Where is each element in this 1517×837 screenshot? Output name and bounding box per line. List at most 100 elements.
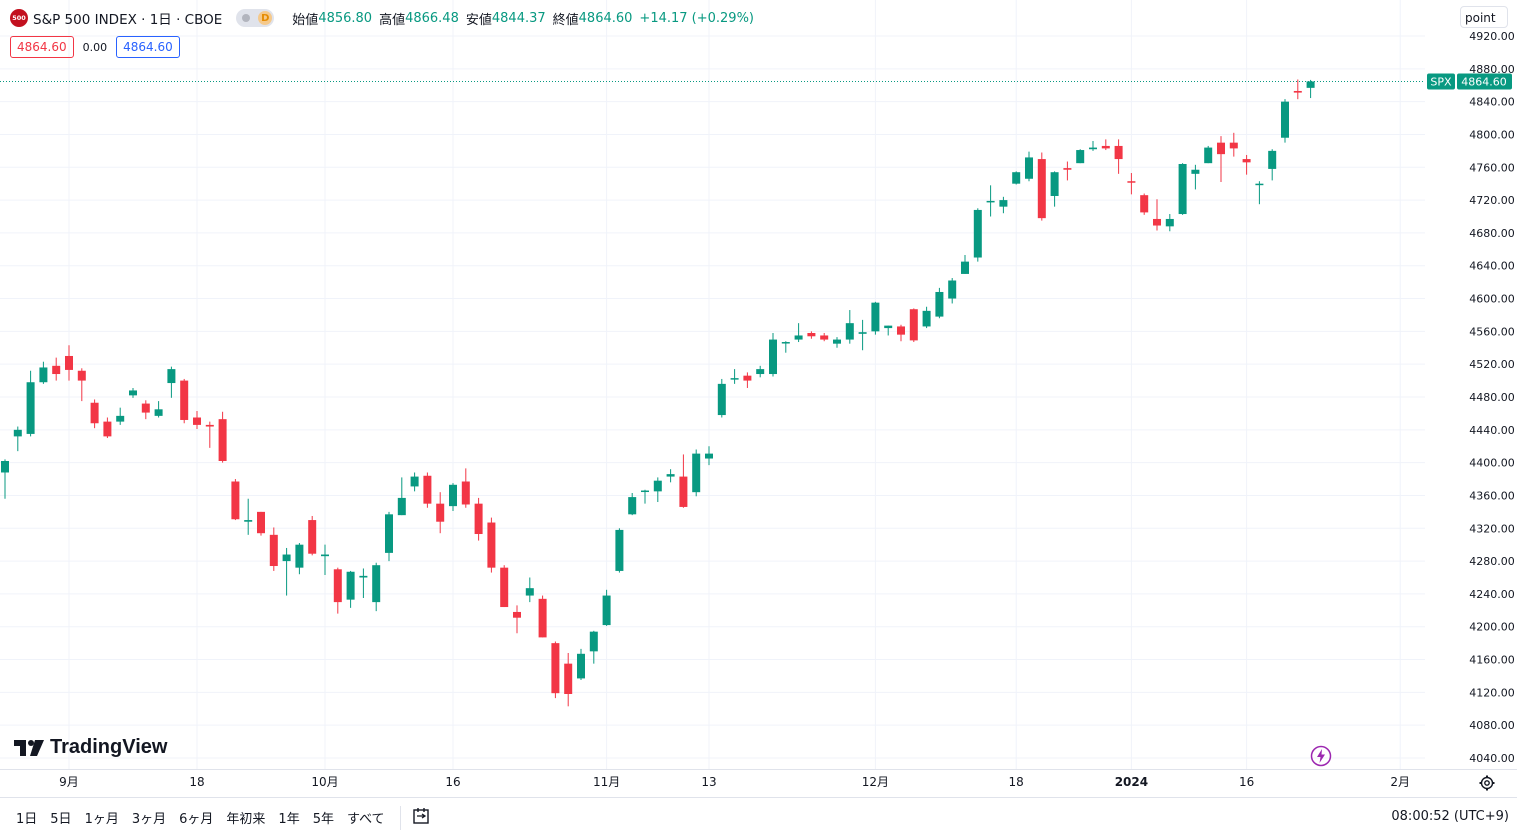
candle [103,417,112,439]
candle-body [653,480,662,492]
candle [961,255,969,274]
candle-body [717,383,726,416]
candle [1229,132,1238,157]
candle [116,407,125,425]
range-1d-button[interactable]: 1日 [16,812,38,827]
candle [1165,214,1174,232]
candle-body [26,382,35,434]
candle [231,479,240,521]
candle [487,517,496,573]
candle [1101,139,1110,151]
range-ytd-button[interactable]: 年初来 [226,812,266,827]
range-1y-button[interactable]: 1年 [278,812,300,827]
tradingview-logo-text: TradingView [50,736,168,758]
candle [692,449,701,497]
candle-body [756,369,765,375]
price-axis[interactable]: 4040.00 4080.00 4120.00 4160.00 4200.00 4240.… [1469,30,1515,765]
candle-body [103,421,112,437]
y-tick-label: 4920.00 [1469,30,1515,43]
candle [308,515,317,556]
y-tick-label: 4200.00 [1469,621,1515,634]
y-tick-label: 4160.00 [1469,654,1515,667]
range-3m-button[interactable]: 3ヶ月 [131,812,167,827]
candle [1127,173,1136,195]
candle [244,498,253,535]
candle-body [269,534,278,567]
candle [1063,161,1072,181]
range-5d-button[interactable]: 5日 [50,812,72,827]
x-tick-label: 16 [445,775,460,789]
candle-body [52,365,61,375]
y-tick-label: 4480.00 [1469,391,1515,404]
y-tick-label: 4880.00 [1469,63,1515,76]
range-5y-button[interactable]: 5年 [312,812,334,827]
range-all-button[interactable]: すべて [346,812,385,827]
candle [820,333,829,342]
range-1m-button[interactable]: 1ヶ月 [84,812,119,827]
candle [845,310,854,344]
close-label: 終値 [552,12,579,28]
candle-body [346,571,355,600]
candle-body [1012,172,1021,184]
candle [321,544,329,576]
clock[interactable]: 08:00:52 (UTC+9) [1391,809,1509,824]
candle [653,477,662,503]
candle-body [730,378,739,380]
candle [973,208,982,262]
candle-body [820,335,829,340]
candle-body [551,643,560,694]
time-axis[interactable]: 9月 18 10月 16 11月 13 12月 18 2024 16 2月 [0,769,1517,790]
settings-gear-icon[interactable] [1479,775,1495,795]
candle [500,565,509,608]
candle [52,357,61,381]
x-tick-label: 16 [1239,775,1254,789]
candle [897,324,905,342]
candle [1255,181,1264,205]
x-tick-label: 2024 [1115,775,1148,789]
candle-body [487,522,496,568]
chart-grid [0,0,1425,769]
x-tick-label: 2月 [1390,775,1410,789]
candle [743,372,752,388]
candle-body [794,335,803,340]
y-tick-label: 4240.00 [1469,588,1515,601]
candle-body [244,520,253,522]
candle [90,399,99,429]
point-button[interactable]: point [1460,6,1508,28]
candle [551,641,560,699]
tradingview-logo-icon [14,739,44,756]
candle [679,454,688,508]
buy-button[interactable]: 4864.60 [116,36,180,58]
price-chart[interactable]: 4040.00 4080.00 4120.00 4160.00 4200.00 4240.… [0,0,1517,797]
candle [410,472,419,492]
candle-body [909,309,918,341]
candle-body [577,653,585,679]
candle [705,446,713,466]
candle-body [897,326,905,335]
symbol-title[interactable]: S&P 500 INDEX · 1日 · CBOE [33,12,223,28]
range-6m-button[interactable]: 6ヶ月 [179,812,214,827]
candle [1,459,9,499]
lightning-icon[interactable] [1310,745,1332,771]
last-price-symbol: SPX [1430,75,1452,88]
compare-calendar-icon[interactable] [411,806,431,830]
candle [13,426,22,452]
sell-button[interactable]: 4864.60 [10,36,74,58]
candle [295,543,304,575]
x-tick-label: 11月 [593,775,620,789]
x-tick-label: 13 [701,775,716,789]
tradingview-logo[interactable]: TradingView [14,736,167,759]
candle-body [1063,168,1072,170]
y-tick-label: 4280.00 [1469,555,1515,568]
candle-body [1127,181,1136,183]
data-source-toggle[interactable]: D [236,9,275,27]
candle-body [449,484,457,507]
candle [65,345,73,381]
candle [1242,154,1251,175]
candle [461,468,470,508]
candle-body [986,200,995,203]
candle [769,333,777,377]
low-value: 4844.37 [491,10,546,26]
candle [999,196,1008,214]
y-tick-label: 4040.00 [1469,752,1515,765]
